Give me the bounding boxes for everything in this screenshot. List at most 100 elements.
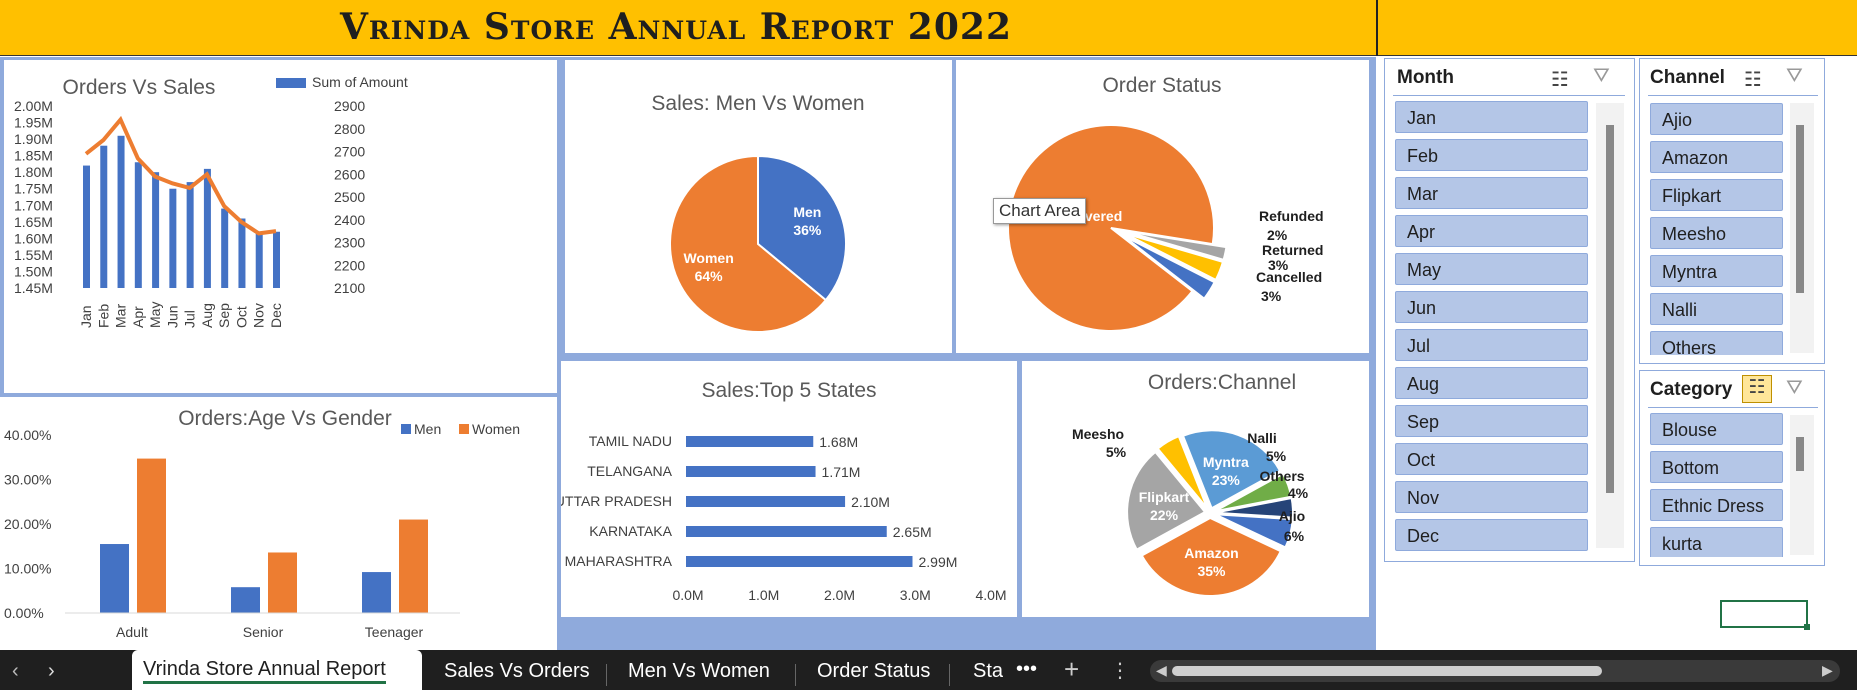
more-options-icon[interactable]: ⋮	[1110, 660, 1130, 682]
slicer-item-myntra[interactable]: Myntra	[1650, 255, 1783, 287]
tab-vrinda-store-annual-report[interactable]: Vrinda Store Annual Report	[143, 658, 386, 684]
y-tick-label: 1.85M	[14, 148, 53, 164]
slicer-item-bottom[interactable]: Bottom	[1650, 451, 1783, 483]
slicer-item-may[interactable]: May	[1395, 253, 1588, 285]
y-tick-label: 40.00%	[4, 427, 51, 443]
slice-category-label: Amazon	[1184, 545, 1238, 561]
men-slice	[757, 154, 847, 302]
slicer-item-apr[interactable]: Apr	[1395, 215, 1588, 247]
x-tick-label: Jun	[164, 305, 180, 328]
slicer-item-flipkart[interactable]: Flipkart	[1650, 179, 1783, 211]
horizontal-scroll-thumb[interactable]	[1172, 666, 1602, 676]
top-states-chart[interactable]: Sales:Top 5 States TAMIL NADU 1.68M TELANG…	[555, 361, 1017, 617]
slice-category-label: Flipkart	[1139, 489, 1190, 505]
report-title-bar	[0, 0, 1857, 56]
add-sheet-icon[interactable]: +	[1064, 654, 1080, 684]
scroll-right-arrow-icon[interactable]: ▶	[1822, 662, 1833, 678]
multi-select-icon[interactable]: ☷	[1551, 69, 1569, 91]
slicer-item-oct[interactable]: Oct	[1395, 443, 1588, 475]
women-bar	[268, 552, 297, 613]
month-slicer[interactable]: Month ☷ ⛛ Jan Feb Mar Apr May Jun Jul Aug Sep Oct…	[1384, 58, 1635, 562]
legend-swatch-men	[401, 424, 411, 434]
orders-channel-chart[interactable]: Orders:Channel Myntra 23% Nalli 5% Others 4% A…	[1022, 361, 1369, 617]
clear-filter-icon[interactable]: ⛛	[1593, 65, 1610, 87]
slicer-item-feb[interactable]: Feb	[1395, 139, 1588, 171]
slicer-item-dec[interactable]: Dec	[1395, 519, 1588, 551]
tab-sales-vs-orders[interactable]: Sales Vs Orders	[444, 660, 590, 682]
slicer-item-ajio[interactable]: Ajio	[1650, 103, 1783, 135]
slicer-item-mar[interactable]: Mar	[1395, 177, 1588, 209]
slicer-item-ethnic-dress[interactable]: Ethnic Dress	[1650, 489, 1783, 521]
category-scroll-thumb[interactable]	[1796, 437, 1804, 471]
slice-value-label: 35%	[1197, 563, 1226, 579]
scroll-left-arrow-icon[interactable]: ◀	[1156, 662, 1167, 678]
selected-cell[interactable]	[1720, 600, 1810, 630]
slice-category-label: Women	[683, 250, 733, 266]
slicer-item-jul[interactable]: Jul	[1395, 329, 1588, 361]
men-bar	[231, 587, 260, 613]
x-tick-label: 2.0M	[824, 587, 855, 603]
state-value-label: 2.10M	[851, 494, 890, 510]
multi-select-icon[interactable]: ☷	[1742, 375, 1772, 403]
slicer-item-amazon[interactable]: Amazon	[1650, 141, 1783, 173]
multi-select-icon[interactable]: ☷	[1744, 69, 1762, 91]
state-label: MAHARASHTRA	[565, 553, 673, 569]
state-label: KARNATAKA	[589, 523, 672, 539]
y-tick-label: 1.65M	[14, 214, 53, 230]
men-vs-women-chart[interactable]: Sales: Men Vs Women Men 36% Women 64%	[565, 60, 952, 353]
slice-value-label: 22%	[1150, 507, 1179, 523]
x-tick-label: Apr	[130, 306, 146, 328]
y-tick-label: 0.00%	[4, 605, 44, 621]
orders-vs-sales-chart[interactable]: Orders Vs Sales Sum of Amount 2.00M 1.95M…	[4, 60, 557, 393]
slicer-item-kurta[interactable]: kurta	[1650, 527, 1783, 557]
slice-value-label: 5%	[1106, 444, 1127, 460]
chart-title: Orders Vs Sales	[63, 76, 216, 99]
tab-men-vs-women[interactable]: Men Vs Women	[628, 660, 770, 682]
sales-bar	[186, 182, 194, 288]
slicer-item-sep[interactable]: Sep	[1395, 405, 1588, 437]
age-vs-gender-svg: Orders:Age Vs Gender Men Women 40.00% 30.…	[4, 407, 520, 640]
channel-slicer-title: Channel	[1650, 67, 1725, 88]
y-tick-label: 10.00%	[4, 561, 51, 577]
slice-category-label: Myntra	[1203, 454, 1249, 470]
tab-order-status[interactable]: Order Status	[817, 660, 931, 682]
slicer-item-jun[interactable]: Jun	[1395, 291, 1588, 323]
report-title: Vrinda Store Annual Report 2022	[340, 6, 1013, 48]
slicer-item-aug[interactable]: Aug	[1395, 367, 1588, 399]
sales-bar	[169, 188, 177, 288]
y-tick-label: 1.90M	[14, 131, 53, 147]
clear-filter-icon[interactable]: ⛛	[1786, 377, 1803, 399]
age-vs-gender-chart[interactable]: Orders:Age Vs Gender Men Women 40.00% 30.…	[0, 397, 557, 650]
channel-slicer[interactable]: Channel ☷ ⛛ Ajio Amazon Flipkart Meesho Mynt…	[1639, 58, 1825, 364]
slicer-item-jan[interactable]: Jan	[1395, 101, 1588, 133]
more-tabs-icon[interactable]: •••	[1016, 658, 1038, 680]
scroll-left-icon[interactable]: ‹	[12, 660, 19, 682]
y2-tick-label: 2700	[334, 144, 365, 160]
tab-sta[interactable]: Sta	[973, 660, 1004, 682]
category-scrollbar[interactable]	[1790, 415, 1814, 555]
y-tick-label: 20.00%	[4, 516, 51, 532]
slicer-item-others[interactable]: Others	[1650, 331, 1783, 355]
y-tick-label: 30.00%	[4, 472, 51, 488]
state-label: TELANGANA	[587, 463, 672, 479]
x-tick-label: 1.0M	[748, 587, 779, 603]
channel-scroll-thumb[interactable]	[1796, 125, 1804, 293]
slicer-item-blouse[interactable]: Blouse	[1650, 413, 1783, 445]
tab-separator	[606, 664, 607, 686]
state-value-label: 2.99M	[918, 554, 957, 570]
clear-filter-icon[interactable]: ⛛	[1786, 65, 1803, 87]
slicer-item-nov[interactable]: Nov	[1395, 481, 1588, 513]
scroll-right-icon[interactable]: ›	[48, 660, 55, 682]
slicer-item-meesho[interactable]: Meesho	[1650, 217, 1783, 249]
category-slicer[interactable]: Category ☷ ⛛ Blouse Bottom Ethnic Dress kur…	[1639, 370, 1825, 566]
sales-bar	[238, 218, 246, 288]
state-bar	[686, 496, 846, 507]
month-scroll-thumb[interactable]	[1606, 125, 1614, 493]
slicer-item-nalli[interactable]: Nalli	[1650, 293, 1783, 325]
sales-bar	[83, 165, 90, 288]
y2-tick-label: 2300	[334, 235, 365, 251]
myntra-slice	[1181, 429, 1282, 510]
women-slice	[669, 154, 828, 333]
x-tick-label: 4.0M	[975, 587, 1006, 603]
